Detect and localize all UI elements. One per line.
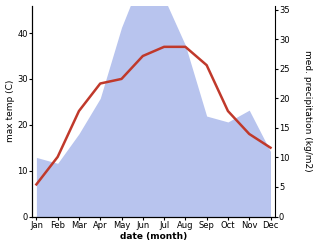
X-axis label: date (month): date (month) (120, 232, 187, 242)
Y-axis label: med. precipitation (kg/m2): med. precipitation (kg/m2) (303, 50, 313, 172)
Y-axis label: max temp (C): max temp (C) (5, 80, 15, 142)
